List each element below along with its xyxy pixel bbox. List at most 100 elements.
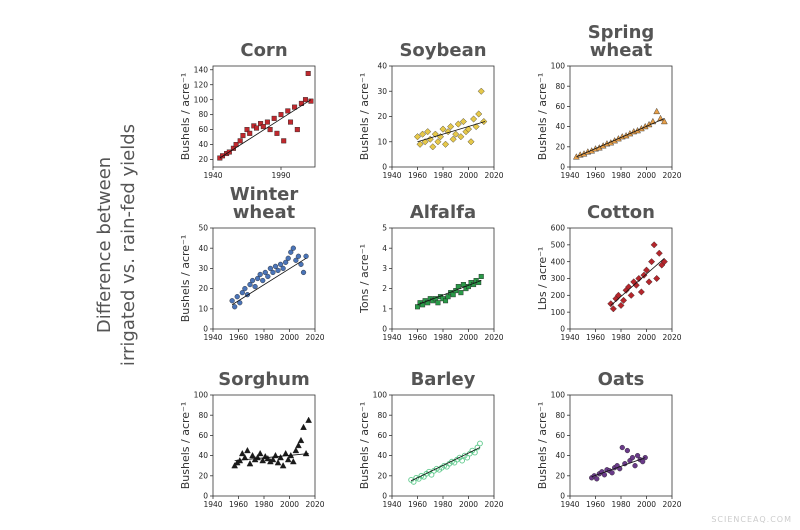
x-tick-label: 2020 <box>484 171 503 180</box>
point <box>433 465 440 472</box>
x-tick-label: 1940 <box>382 500 401 509</box>
point <box>594 476 600 482</box>
y-tick-label: 0 <box>203 492 208 501</box>
point <box>459 457 465 464</box>
y-tick-label: 80 <box>377 411 387 420</box>
point <box>443 298 449 304</box>
point <box>278 112 284 118</box>
x-tick-label: 2020 <box>662 171 681 180</box>
point <box>634 453 641 459</box>
y-tick-label: 120 <box>194 80 209 89</box>
point <box>240 133 246 139</box>
point <box>270 269 276 276</box>
chart-title: Alfalfa <box>409 202 477 223</box>
point <box>645 278 653 286</box>
point <box>459 118 467 126</box>
chart-title: Sorghum <box>218 369 310 390</box>
x-tick-label: 1990 <box>271 171 290 180</box>
y-tick-label: 40 <box>555 122 565 131</box>
y-tick-label: 5 <box>382 224 387 233</box>
y-tick-label: 0 <box>560 325 565 334</box>
point <box>655 249 663 257</box>
point <box>249 451 256 459</box>
point <box>233 142 239 148</box>
figure-label: Difference between irrigated vs. rain-fed… <box>94 124 139 366</box>
y-tick-label: 40 <box>555 451 565 460</box>
point <box>247 130 253 136</box>
y-tick-label: 60 <box>198 125 208 134</box>
point <box>650 241 658 249</box>
x-tick-label: 1980 <box>611 333 630 342</box>
y-axis-label: Bushels / acre⁻¹ <box>179 73 192 161</box>
point <box>255 275 261 282</box>
x-tick-label: 1960 <box>586 500 605 509</box>
point <box>260 124 266 130</box>
point <box>238 449 246 457</box>
y-axis-label: Bushels / acre⁻¹ <box>358 73 371 161</box>
y-tick-label: 500 <box>551 240 566 249</box>
point <box>264 455 272 462</box>
chart-title: Winter wheat <box>229 184 299 223</box>
y-tick-label: 600 <box>551 224 566 233</box>
point <box>640 459 646 465</box>
point <box>271 115 277 121</box>
x-tick-label: 1960 <box>229 333 248 342</box>
point <box>279 462 287 469</box>
point <box>275 267 281 274</box>
point <box>460 282 466 288</box>
x-tick-label: 1940 <box>560 500 579 509</box>
x-tick-label: 1980 <box>433 171 452 180</box>
x-tick-label: 1980 <box>433 500 452 509</box>
point <box>609 470 615 476</box>
x-tick-label: 1940 <box>382 171 401 180</box>
point <box>282 449 290 457</box>
watermark: SCIENCEAQ.COM <box>711 515 792 524</box>
y-tick-label: 80 <box>555 411 565 420</box>
x-tick-label: 1980 <box>611 500 630 509</box>
point <box>257 271 263 278</box>
trend-line <box>231 257 307 306</box>
point <box>231 462 239 469</box>
point <box>285 255 291 261</box>
y-axis-label: Bushels / acre⁻¹ <box>179 235 192 323</box>
x-tick-label: 1940 <box>203 333 222 342</box>
x-tick-label: 1980 <box>433 333 452 342</box>
y-tick-label: 40 <box>377 62 387 71</box>
x-tick-label: 1940 <box>560 333 579 342</box>
x-tick-label: 2020 <box>484 500 503 509</box>
x-tick-label: 2020 <box>484 333 503 342</box>
point <box>653 107 661 115</box>
y-tick-label: 20 <box>198 471 208 480</box>
trend-line <box>417 121 486 143</box>
x-tick-label: 2020 <box>305 500 324 509</box>
point <box>617 301 625 309</box>
y-tick-label: 100 <box>194 95 209 104</box>
point <box>414 133 421 141</box>
trend-line <box>591 457 646 478</box>
x-tick-label: 2000 <box>459 333 478 342</box>
point <box>419 130 427 138</box>
x-tick-label: 2000 <box>637 333 656 342</box>
point <box>609 305 617 313</box>
y-tick-label: 100 <box>551 391 566 400</box>
point <box>283 259 289 265</box>
point <box>285 108 291 114</box>
y-axis-label: Bushels / acre⁻¹ <box>536 73 549 161</box>
x-tick-label: 2000 <box>280 500 299 509</box>
x-tick-label: 1960 <box>586 171 605 180</box>
y-tick-label: 100 <box>373 391 388 400</box>
x-tick-label: 1960 <box>408 500 427 509</box>
x-tick-label: 2000 <box>459 500 478 509</box>
y-tick-label: 300 <box>551 274 566 283</box>
point <box>632 463 638 469</box>
point <box>429 143 437 151</box>
y-tick-label: 80 <box>198 411 208 420</box>
y-tick-label: 100 <box>194 391 209 400</box>
point <box>627 291 635 299</box>
y-tick-label: 40 <box>377 451 387 460</box>
point <box>272 263 279 269</box>
point <box>303 253 309 259</box>
point <box>295 253 302 259</box>
y-tick-label: 100 <box>551 62 566 71</box>
